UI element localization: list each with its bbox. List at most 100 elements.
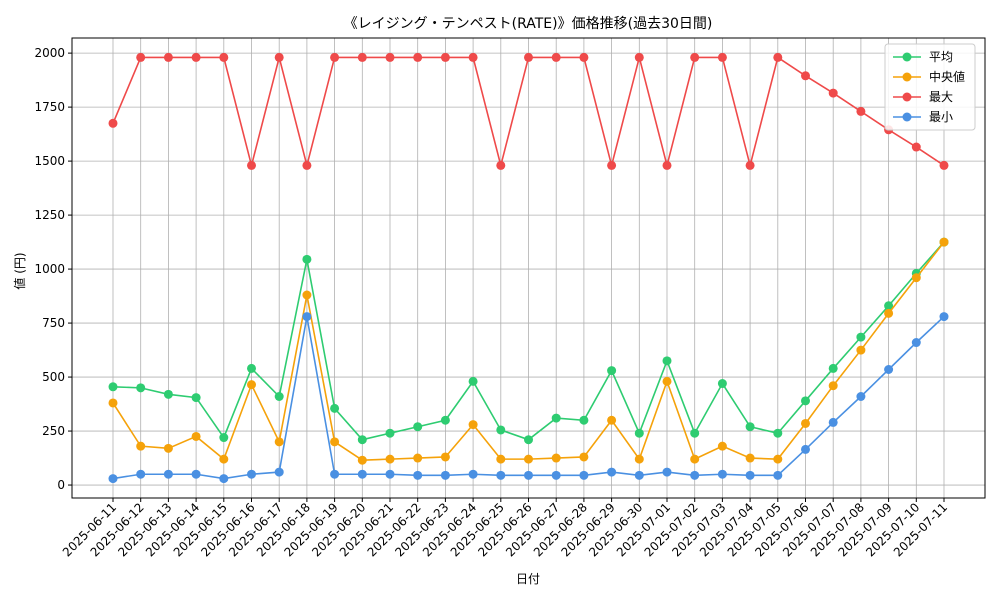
data-point-0 — [413, 422, 423, 432]
data-point-3 — [579, 470, 589, 480]
legend-marker-3 — [902, 112, 912, 122]
data-point-1 — [801, 418, 810, 428]
data-point-3 — [413, 470, 423, 480]
data-point-0 — [302, 254, 312, 264]
data-point-1 — [496, 454, 506, 464]
data-point-0 — [773, 428, 783, 438]
data-point-2 — [524, 52, 533, 62]
data-point-1 — [911, 273, 921, 283]
data-point-2 — [385, 52, 395, 62]
legend-marker-1 — [902, 72, 912, 82]
data-point-3 — [219, 474, 229, 484]
data-point-0 — [828, 363, 838, 373]
data-point-2 — [939, 160, 949, 170]
x-axis-label: 日付 — [516, 572, 540, 586]
data-point-2 — [413, 52, 423, 62]
data-point-3 — [551, 470, 561, 480]
data-point-0 — [662, 356, 672, 366]
data-point-2 — [191, 52, 201, 62]
data-point-1 — [163, 443, 173, 453]
data-point-1 — [357, 455, 367, 465]
data-point-3 — [274, 467, 284, 477]
data-point-1 — [884, 308, 894, 318]
data-point-1 — [440, 452, 450, 462]
y-tick-label: 1750 — [34, 100, 65, 114]
data-point-3 — [524, 470, 533, 480]
data-point-2 — [828, 88, 838, 98]
data-point-0 — [745, 422, 755, 432]
data-point-0 — [247, 363, 256, 373]
data-point-3 — [357, 469, 367, 479]
data-point-1 — [662, 376, 672, 386]
data-point-2 — [247, 160, 256, 170]
y-tick-label: 250 — [42, 424, 65, 438]
data-point-2 — [274, 52, 284, 62]
data-point-2 — [745, 160, 755, 170]
data-point-2 — [717, 52, 727, 62]
y-tick-label: 1000 — [34, 262, 65, 276]
data-point-1 — [108, 398, 118, 408]
data-point-0 — [385, 428, 395, 438]
data-point-2 — [856, 106, 866, 116]
data-point-3 — [191, 469, 201, 479]
data-point-1 — [274, 437, 284, 447]
data-point-0 — [801, 396, 810, 406]
data-point-1 — [191, 431, 201, 441]
y-tick-label: 500 — [42, 370, 65, 384]
data-point-2 — [302, 160, 312, 170]
data-point-3 — [690, 470, 700, 480]
data-point-1 — [413, 453, 423, 463]
data-point-1 — [939, 237, 949, 247]
data-point-1 — [136, 441, 146, 451]
data-point-2 — [607, 160, 617, 170]
data-point-1 — [745, 453, 755, 463]
y-tick-label: 1500 — [34, 154, 65, 168]
data-point-1 — [551, 453, 561, 463]
legend-marker-2 — [902, 92, 912, 102]
data-point-2 — [551, 52, 561, 62]
y-tick-label: 750 — [42, 316, 65, 330]
legend-marker-0 — [902, 52, 912, 62]
data-point-3 — [662, 467, 672, 477]
data-point-2 — [440, 52, 450, 62]
data-point-2 — [357, 52, 367, 62]
data-point-3 — [828, 417, 838, 427]
data-point-0 — [607, 366, 617, 376]
y-tick-label: 1250 — [34, 208, 65, 222]
data-point-3 — [634, 470, 644, 480]
y-tick-label: 0 — [57, 478, 65, 492]
data-point-3 — [496, 470, 506, 480]
data-point-1 — [385, 454, 395, 464]
legend-box — [884, 43, 976, 131]
legend-label-0: 平均 — [929, 50, 953, 64]
data-point-3 — [911, 338, 921, 348]
data-point-0 — [274, 391, 284, 401]
data-point-0 — [524, 435, 533, 445]
legend-label-1: 中央値 — [929, 69, 965, 84]
data-point-1 — [856, 345, 866, 355]
data-point-2 — [911, 142, 921, 152]
data-point-3 — [163, 469, 173, 479]
data-point-3 — [440, 470, 450, 480]
data-point-2 — [634, 52, 644, 62]
data-point-3 — [939, 312, 949, 322]
data-point-3 — [801, 444, 810, 454]
data-point-2 — [801, 71, 810, 81]
y-axis-label: 値 (円) — [12, 252, 27, 289]
data-point-0 — [357, 435, 367, 445]
data-point-1 — [717, 441, 727, 451]
data-point-0 — [219, 433, 229, 443]
data-point-0 — [191, 393, 201, 403]
data-point-0 — [136, 383, 146, 393]
data-point-3 — [302, 312, 312, 322]
data-point-1 — [690, 454, 700, 464]
chart-title: 《レイジング・テンペスト(RATE)》価格推移(過去30日間) — [344, 16, 713, 32]
data-point-0 — [330, 403, 340, 413]
data-point-0 — [634, 428, 644, 438]
data-point-1 — [330, 437, 340, 447]
data-point-1 — [247, 380, 256, 390]
data-point-3 — [330, 469, 340, 479]
